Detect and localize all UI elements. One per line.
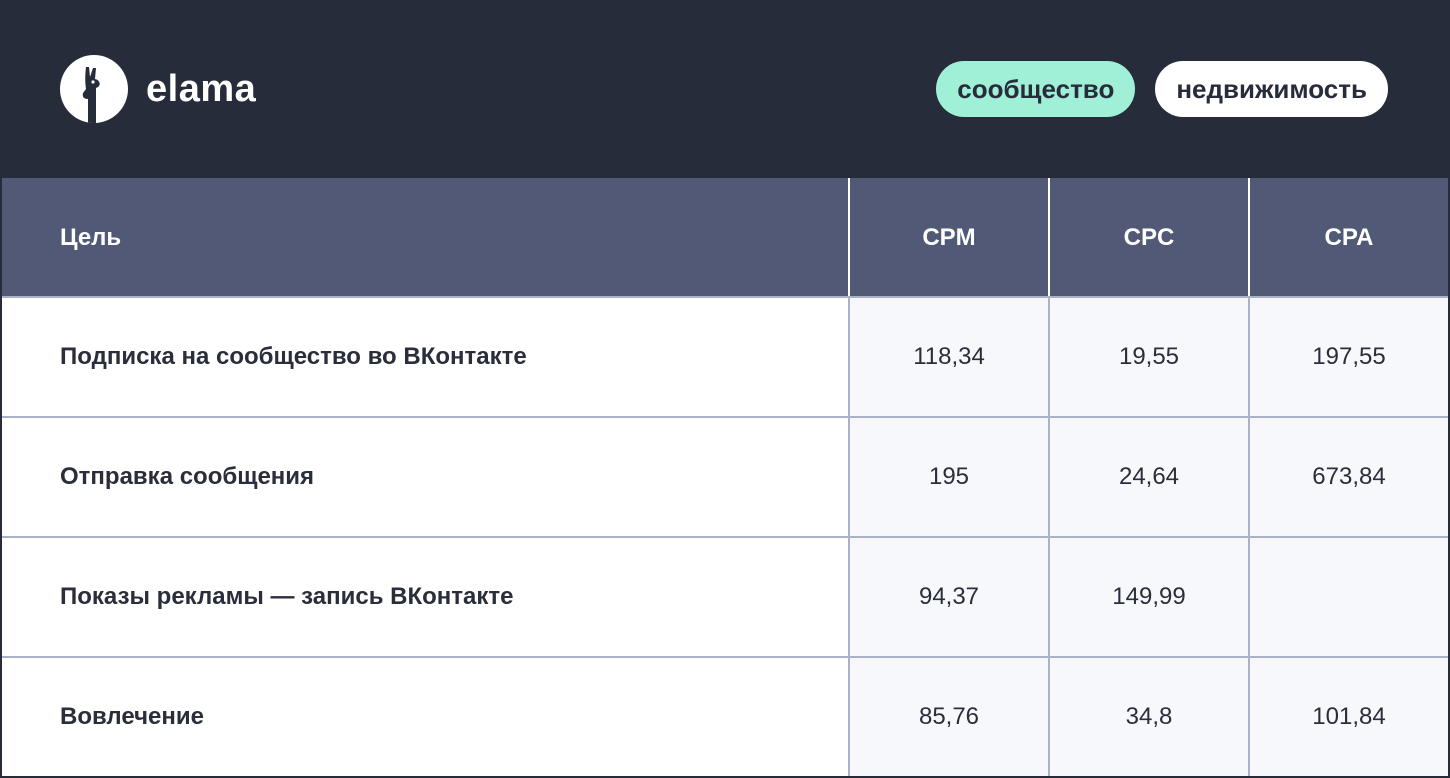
tag-community[interactable]: сообщество: [936, 61, 1136, 117]
table-row: Показы рекламы — запись ВКонтакте 94,37 …: [2, 536, 1448, 656]
header-cpc: CPC: [1048, 178, 1248, 298]
cpm-cell: 94,37: [848, 538, 1048, 656]
cpc-cell: 34,8: [1048, 658, 1248, 776]
cpa-cell: [1248, 538, 1448, 656]
table-row: Вовлечение 85,76 34,8 101,84: [2, 656, 1448, 776]
table-row: Отправка сообщения 195 24,64 673,84: [2, 416, 1448, 536]
cpc-cell: 24,64: [1048, 418, 1248, 536]
header-goal: Цель: [60, 224, 122, 251]
goal-cell: Показы рекламы — запись ВКонтакте: [2, 538, 848, 656]
goal-cell: Вовлечение: [2, 658, 848, 776]
cpm-cell: 195: [848, 418, 1048, 536]
cpm-cell: 85,76: [848, 658, 1048, 776]
table-header-row: Цель CPM CPC CPA: [2, 178, 1448, 298]
cpa-cell: 197,55: [1248, 298, 1448, 416]
llama-icon: [60, 55, 128, 123]
goal-cell: Подписка на сообщество во ВКонтакте: [2, 298, 848, 416]
table-row: Подписка на сообщество во ВКонтакте 118,…: [2, 296, 1448, 416]
tag-list: сообщество недвижимость: [936, 61, 1388, 117]
cpc-cell: 149,99: [1048, 538, 1248, 656]
cpc-cell: 19,55: [1048, 298, 1248, 416]
cpa-cell: 101,84: [1248, 658, 1448, 776]
brand-logo[interactable]: elama: [60, 55, 256, 123]
header: elama сообщество недвижимость: [0, 0, 1450, 178]
header-cpm: CPM: [848, 178, 1048, 298]
metrics-table: Цель CPM CPC CPA Подписка на сообщество …: [2, 178, 1448, 776]
cpm-cell: 118,34: [848, 298, 1048, 416]
header-cpa: CPA: [1248, 178, 1448, 298]
cpa-cell: 673,84: [1248, 418, 1448, 536]
goal-cell: Отправка сообщения: [2, 418, 848, 536]
tag-real-estate[interactable]: недвижимость: [1155, 61, 1388, 117]
brand-name: elama: [146, 68, 257, 110]
